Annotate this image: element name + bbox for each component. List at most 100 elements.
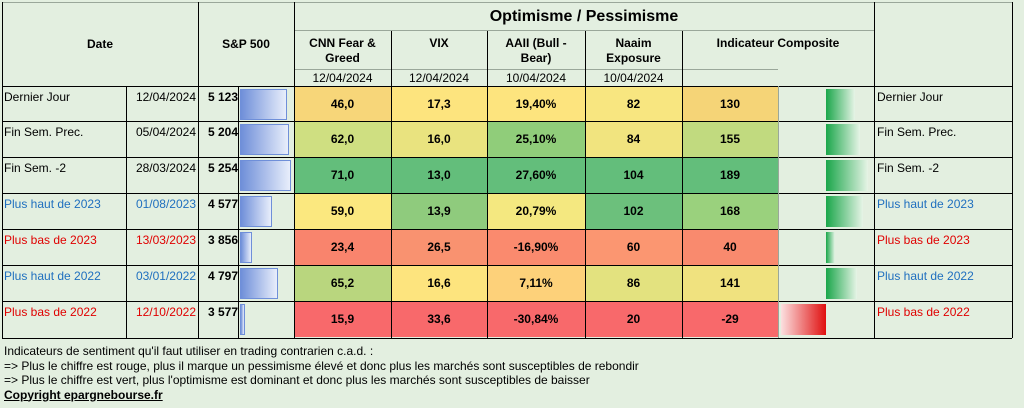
indicator-value: -16,90% xyxy=(487,230,585,265)
sp500-value: 4 797 xyxy=(207,269,238,283)
sp500-bar xyxy=(240,268,279,299)
row-label: Fin Sem. -2 xyxy=(4,161,67,175)
composite-bar xyxy=(826,268,858,299)
grid-line xyxy=(126,86,127,338)
sp500-value: 5 204 xyxy=(207,125,238,139)
composite-bar xyxy=(826,232,835,263)
grid-line xyxy=(1012,2,1013,338)
column-header-line-1: Indicateur Composite xyxy=(716,36,840,50)
column-header-line-1: VIX xyxy=(429,36,449,50)
grid-line xyxy=(2,229,1012,230)
notes: Indicateurs de sentiment qu'il faut util… xyxy=(4,344,639,402)
row-label: Plus haut de 2023 xyxy=(4,197,101,211)
indicator-value: 20,79% xyxy=(487,194,585,229)
sp500-bar xyxy=(240,304,245,335)
grid-line xyxy=(238,86,239,338)
row-label-right: Plus bas de 2023 xyxy=(877,233,970,247)
indicator-value: 13,0 xyxy=(391,158,487,193)
column-date: 10/04/2024 xyxy=(505,71,567,85)
row-label: Plus bas de 2022 xyxy=(4,305,97,319)
note-line-2: => Plus le chiffre est rouge, plus il ma… xyxy=(4,358,639,373)
sp500-bar xyxy=(240,160,291,191)
indicator-value: 20 xyxy=(585,302,682,337)
grid-line xyxy=(2,121,1012,122)
grid-line xyxy=(2,2,3,338)
row-date: 28/03/2024 xyxy=(135,161,196,175)
indicator-value: 71,0 xyxy=(294,158,391,193)
indicator-value: 25,10% xyxy=(487,122,585,157)
indicator-value: 141 xyxy=(682,266,778,301)
indicator-value: 104 xyxy=(585,158,682,193)
grid-line xyxy=(2,86,1012,87)
indicator-value: 16,0 xyxy=(391,122,487,157)
indicator-value: 23,4 xyxy=(294,230,391,265)
indicator-value: 86 xyxy=(585,266,682,301)
row-label-right: Plus bas de 2022 xyxy=(877,305,970,319)
row-date: 03/01/2022 xyxy=(135,269,196,283)
composite-bar xyxy=(826,124,861,155)
row-label-right: Dernier Jour xyxy=(877,90,944,104)
indicator-value: 62,0 xyxy=(294,122,391,157)
row-label: Plus bas de 2023 xyxy=(4,233,97,247)
row-label-right: Plus haut de 2022 xyxy=(877,269,974,283)
grid-line xyxy=(2,157,1012,158)
indicator-value: 26,5 xyxy=(391,230,487,265)
sp500-bar xyxy=(240,196,273,227)
grid-line xyxy=(874,2,875,338)
sp500-value: 5 254 xyxy=(207,161,238,175)
group-title: Optimisme / Pessimisme xyxy=(489,8,679,25)
indicator-value: 59,0 xyxy=(294,194,391,229)
column-header-line-1: Naaim xyxy=(615,36,652,50)
sp500-value: 4 577 xyxy=(207,197,238,211)
sp500-value: 3 577 xyxy=(207,305,238,319)
column-header: VIX xyxy=(391,36,487,68)
row-date: 13/03/2023 xyxy=(135,233,196,247)
note-line-3: => Plus le chiffre est vert, plus l'opti… xyxy=(4,373,590,387)
column-header-line-2: Exposure xyxy=(606,51,661,65)
sp500-bar xyxy=(240,124,290,155)
composite-bar xyxy=(781,304,826,335)
grid-line xyxy=(294,2,295,338)
column-date: 12/04/2024 xyxy=(408,71,470,85)
grid-line xyxy=(2,2,1012,3)
row-label-right: Plus haut de 2023 xyxy=(877,197,974,211)
sp500-value: 3 856 xyxy=(207,233,238,247)
indicator-value: 19,40% xyxy=(487,87,585,122)
note-line-1: Indicateurs de sentiment qu'il faut util… xyxy=(4,344,374,358)
indicator-value: 13,9 xyxy=(391,194,487,229)
date-header: Date xyxy=(86,37,113,51)
indicator-value: 65,2 xyxy=(294,266,391,301)
indicator-value: 155 xyxy=(682,122,778,157)
column-header-line-2: Greed xyxy=(325,51,360,65)
composite-bar xyxy=(826,160,868,191)
column-header: CNN Fear & Greed xyxy=(294,36,391,68)
indicator-value: -30,84% xyxy=(487,302,585,337)
indicator-value: 189 xyxy=(682,158,778,193)
indicator-value: 82 xyxy=(585,87,682,122)
column-header-line-1: AAII (Bull - xyxy=(505,36,567,50)
composite-bar xyxy=(826,196,863,227)
grid-line xyxy=(778,86,779,338)
indicator-value: 33,6 xyxy=(391,302,487,337)
row-date: 01/08/2023 xyxy=(135,197,196,211)
row-date: 12/10/2022 xyxy=(135,305,196,319)
indicator-value: 102 xyxy=(585,194,682,229)
grid-line xyxy=(2,193,1012,194)
row-label-right: Fin Sem. -2 xyxy=(877,161,940,175)
indicator-value: 84 xyxy=(585,122,682,157)
column-header-line-1: CNN Fear & xyxy=(309,36,376,50)
indicator-value: 40 xyxy=(682,230,778,265)
column-date: 10/04/2024 xyxy=(603,71,664,85)
indicator-value: 15,9 xyxy=(294,302,391,337)
grid-line xyxy=(2,301,1012,302)
column-header-line-2: Bear) xyxy=(520,51,552,65)
grid-line xyxy=(487,31,488,338)
indicator-value: 27,60% xyxy=(487,158,585,193)
indicator-value: 7,11% xyxy=(487,266,585,301)
row-label: Fin Sem. Prec. xyxy=(4,125,84,139)
sp500-value: 5 123 xyxy=(207,90,238,104)
row-label: Plus haut de 2022 xyxy=(4,269,101,283)
column-header: Indicateur Composite xyxy=(682,36,874,68)
indicator-value: 46,0 xyxy=(294,87,391,122)
